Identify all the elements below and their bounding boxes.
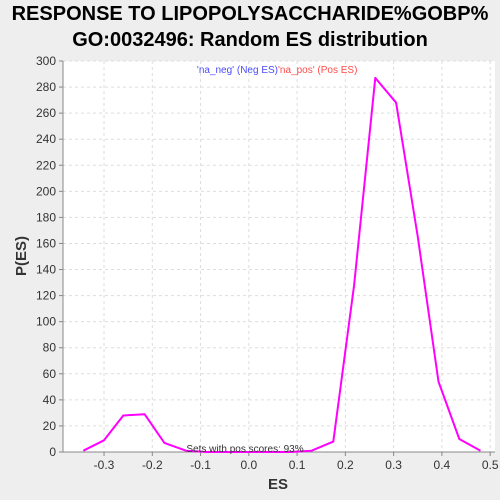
y-tick-label: 180 xyxy=(36,210,56,224)
y-tick-label: 200 xyxy=(36,184,56,198)
y-tick-label: 80 xyxy=(43,341,57,355)
y-tick-label: 160 xyxy=(36,236,56,250)
x-tick-label: 0.0 xyxy=(240,458,257,472)
y-tick-label: 300 xyxy=(36,54,56,68)
series-layer xyxy=(82,76,481,453)
y-tick-label: 20 xyxy=(43,419,57,433)
y-tick-label: 280 xyxy=(36,80,56,94)
x-tick-label: 0.5 xyxy=(482,458,499,472)
chart-title: RESPONSE TO LIPOPOLYSACCHARIDE%GOBP% xyxy=(11,3,489,25)
x-tick-label: 0.1 xyxy=(289,458,306,472)
y-tick-label: 40 xyxy=(43,393,57,407)
chart-subtitle: GO:0032496: Random ES distribution xyxy=(72,29,428,51)
pos-scores-annotation: Sets with pos scores: 93% xyxy=(186,444,303,455)
es-distribution-line xyxy=(82,76,481,453)
x-tick-label: -0.2 xyxy=(142,458,163,472)
y-ticks: 0 20 40 60 80 100 120 140 160 180 200 220 240 260 280 3… xyxy=(36,54,63,459)
x-ticks: -0.3 -0.2 -0.1 0.0 0.1 0.2 0.3 0.4 0.5 xyxy=(94,452,499,472)
y-tick-label: 0 xyxy=(49,445,56,459)
x-tick-label: 0.4 xyxy=(434,458,451,472)
legend-item-pos: 'na_pos' (Pos ES) xyxy=(278,65,357,76)
x-tick-label: -0.1 xyxy=(190,458,211,472)
y-tick-label: 140 xyxy=(36,263,56,277)
grid-lines xyxy=(63,60,495,453)
x-tick-label: 0.3 xyxy=(385,458,402,472)
y-tick-label: 120 xyxy=(36,289,56,303)
legend-item-neg: 'na_neg' (Neg ES) xyxy=(197,65,278,76)
y-axis-label: P(ES) xyxy=(13,236,30,276)
x-tick-label: 0.2 xyxy=(337,458,354,472)
y-tick-label: 260 xyxy=(36,106,56,120)
x-tick-label: -0.3 xyxy=(94,458,115,472)
y-tick-label: 100 xyxy=(36,315,56,329)
y-tick-label: 220 xyxy=(36,158,56,172)
x-axis-label: ES xyxy=(268,476,288,493)
y-tick-label: 240 xyxy=(36,132,56,146)
plot-area xyxy=(63,61,495,452)
y-tick-label: 60 xyxy=(43,367,57,381)
